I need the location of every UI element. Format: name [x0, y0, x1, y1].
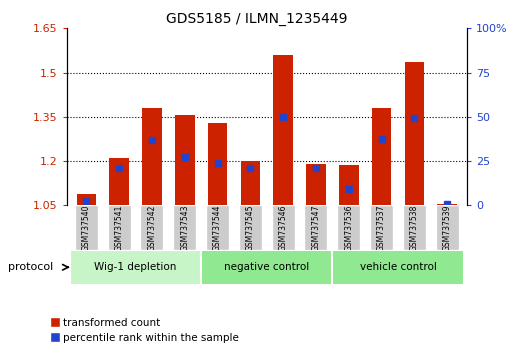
Bar [339, 166, 359, 205]
Text: GSM737538: GSM737538 [410, 204, 419, 251]
Bar [403, 205, 426, 250]
Bar [405, 62, 424, 205]
Text: GSM737541: GSM737541 [115, 204, 124, 251]
Text: GSM737542: GSM737542 [147, 204, 156, 251]
Text: protocol: protocol [8, 262, 53, 272]
Bar [208, 123, 227, 205]
Bar [173, 205, 196, 250]
Bar [370, 205, 393, 250]
Bar [141, 205, 164, 250]
Bar [306, 164, 326, 205]
Text: GSM737536: GSM737536 [344, 204, 353, 251]
Bar [332, 250, 464, 285]
Text: GSM737539: GSM737539 [443, 204, 451, 251]
Text: GSM737543: GSM737543 [180, 204, 189, 251]
Legend: transformed count, percentile rank within the sample: transformed count, percentile rank withi… [46, 314, 243, 347]
Bar [70, 250, 201, 285]
Bar [109, 158, 129, 205]
Bar [372, 108, 391, 205]
Bar [142, 108, 162, 205]
Bar [239, 205, 262, 250]
Bar [273, 55, 293, 205]
Bar [76, 194, 96, 205]
Text: GSM737546: GSM737546 [279, 204, 288, 251]
Bar [201, 250, 332, 285]
Bar [305, 205, 327, 250]
Text: vehicle control: vehicle control [360, 262, 437, 272]
Bar [75, 205, 98, 250]
Bar [437, 204, 457, 205]
Text: GDS5185 / ILMN_1235449: GDS5185 / ILMN_1235449 [166, 12, 347, 27]
Text: GSM737545: GSM737545 [246, 204, 255, 251]
Bar [436, 205, 459, 250]
Bar [108, 205, 131, 250]
Bar [337, 205, 360, 250]
Text: Wig-1 depletion: Wig-1 depletion [94, 262, 177, 272]
Bar [272, 205, 294, 250]
Text: GSM737537: GSM737537 [377, 204, 386, 251]
Text: negative control: negative control [224, 262, 309, 272]
Bar [175, 115, 194, 205]
Text: GSM737540: GSM737540 [82, 204, 91, 251]
Bar [206, 205, 229, 250]
Bar [241, 161, 260, 205]
Text: GSM737544: GSM737544 [213, 204, 222, 251]
Text: GSM737547: GSM737547 [311, 204, 321, 251]
